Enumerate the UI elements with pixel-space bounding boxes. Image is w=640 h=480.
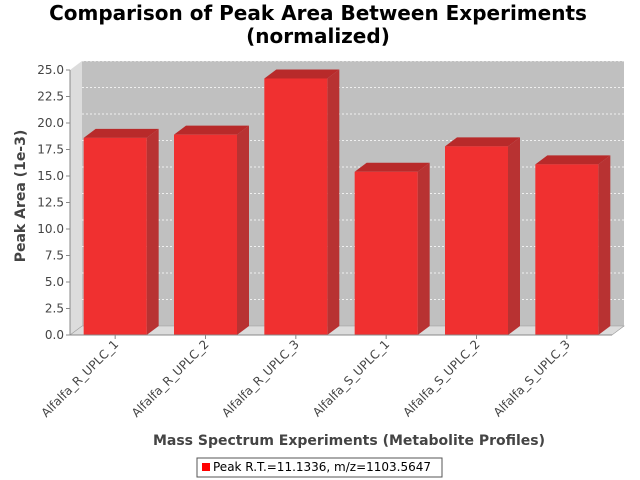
bar-top: [174, 125, 249, 135]
chart-title-line2: (normalized): [246, 24, 390, 48]
bar-side: [508, 137, 520, 335]
bar-top: [535, 155, 611, 165]
x-tick-label: Alfalfa_S_UPLC_3: [491, 337, 573, 419]
y-tick-label: 20.0: [37, 116, 64, 130]
bar: [83, 128, 159, 335]
legend-entry-label: Peak R.T.=11.1336, m/z=1103.5647: [213, 460, 431, 474]
bar-top: [445, 137, 520, 147]
bar-top: [264, 69, 340, 79]
x-tick-label: Alfalfa_R_UPLC_2: [129, 337, 212, 420]
bar: [264, 69, 340, 335]
legend: Peak R.T.=11.1336, m/z=1103.5647: [196, 457, 443, 478]
y-tick-label: 25.0: [37, 63, 64, 77]
bar: [174, 125, 249, 335]
bar: [535, 155, 611, 335]
bars: [83, 69, 611, 335]
y-tick-label: 2.5: [45, 302, 64, 316]
bar-front: [535, 164, 599, 335]
bar-top: [354, 162, 430, 172]
chart-title-line1: Comparison of Peak Area Between Experime…: [49, 1, 587, 25]
bar-side: [598, 155, 611, 335]
y-tick-label: 15.0: [37, 169, 64, 183]
legend-box: [196, 457, 443, 478]
bar-side: [327, 69, 340, 335]
y-tick-label: 0.0: [45, 328, 64, 342]
plot-left-wall: [70, 61, 82, 335]
x-axis: Alfalfa_R_UPLC_1 Alfalfa_R_UPLC_2 Alfalfa_…: [38, 334, 612, 420]
y-tick-label: 10.0: [37, 222, 64, 236]
x-axis-label: Mass Spectrum Experiments (Metabolite Pr…: [153, 433, 545, 449]
y-axis: 0.0 2.5 5.0 7.5 10.0 12.5 15.0 17.5 20.0 22.5 25.0: [37, 63, 71, 342]
bar: [354, 162, 430, 335]
y-axis-label: Peak Area (1e-3): [13, 130, 29, 263]
bar-front: [445, 146, 508, 335]
bar-side: [417, 162, 430, 335]
y-tick-label: 7.5: [45, 249, 64, 263]
y-tick-label: 22.5: [37, 90, 64, 104]
y-tick-label: 12.5: [37, 196, 64, 210]
x-tick-label: Alfalfa_S_UPLC_1: [310, 337, 392, 419]
legend-swatch: [202, 463, 210, 471]
bar-front: [174, 134, 237, 335]
bar-front: [354, 171, 418, 335]
bar-front: [264, 78, 328, 335]
x-tick-label: Alfalfa_R_UPLC_1: [38, 337, 121, 420]
x-tick-label: Alfalfa_R_UPLC_3: [219, 337, 302, 420]
x-tick-label: Alfalfa_S_UPLC_2: [400, 337, 482, 419]
bar-top: [83, 128, 159, 138]
y-tick-label: 5.0: [45, 275, 64, 289]
bar-front: [83, 137, 147, 335]
y-tick-label: 17.5: [37, 143, 64, 157]
bar: [445, 137, 520, 335]
bar-side: [146, 128, 159, 335]
bar-side: [237, 125, 249, 335]
